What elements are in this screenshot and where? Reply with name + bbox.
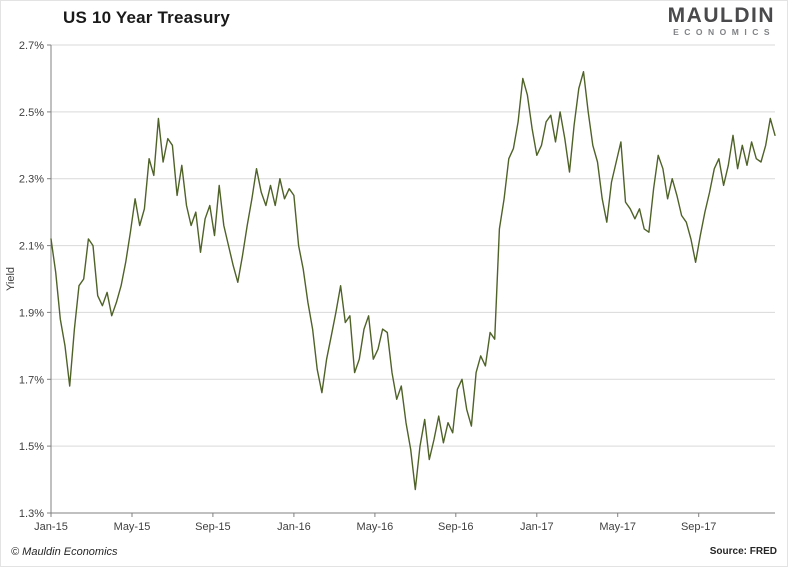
y-tick-label: 1.9% bbox=[19, 307, 44, 319]
y-tick-label: 1.3% bbox=[19, 508, 44, 520]
x-tick-label: Sep-16 bbox=[438, 521, 473, 533]
y-axis-title: Yield bbox=[5, 267, 17, 291]
x-tick-label: Jan-17 bbox=[520, 521, 554, 533]
copyright-text: © Mauldin Economics bbox=[11, 546, 118, 558]
x-tick-label: Sep-17 bbox=[681, 521, 716, 533]
mauldin-economics-logo: MAULDIN ECONOMICS bbox=[668, 5, 775, 37]
x-tick-label: May-15 bbox=[114, 521, 151, 533]
chart-area: 1.3% 1.5% 1.7% 1.9% 2.1% 2.3% 2.5% 2.7% Jan-15 Ma… bbox=[1, 35, 787, 541]
x-tick-label: May-16 bbox=[357, 521, 394, 533]
y-tick-label: 1.7% bbox=[19, 374, 44, 386]
source-text: Source: FRED bbox=[709, 546, 777, 557]
chart-title: US 10 Year Treasury bbox=[63, 8, 230, 27]
x-tick-label: Jan-16 bbox=[277, 521, 311, 533]
logo-wordmark: MAULDIN bbox=[667, 4, 775, 27]
y-tick-label: 1.5% bbox=[19, 441, 44, 453]
x-tick-label: Jan-15 bbox=[34, 521, 68, 533]
yield-line bbox=[50, 71, 776, 491]
y-tick-label: 2.1% bbox=[19, 241, 44, 253]
x-tick-label: Sep-15 bbox=[195, 521, 230, 533]
y-tick-label: 2.3% bbox=[19, 174, 44, 186]
logo-subtitle: ECONOMICS bbox=[673, 27, 775, 37]
y-tick-label: 2.7% bbox=[19, 40, 44, 52]
line-chart: 1.3% 1.5% 1.7% 1.9% 2.1% 2.3% 2.5% 2.7% Jan-15 Ma… bbox=[5, 40, 776, 533]
x-tick-label: May-17 bbox=[599, 521, 636, 533]
y-tick-label: 2.5% bbox=[19, 107, 44, 119]
